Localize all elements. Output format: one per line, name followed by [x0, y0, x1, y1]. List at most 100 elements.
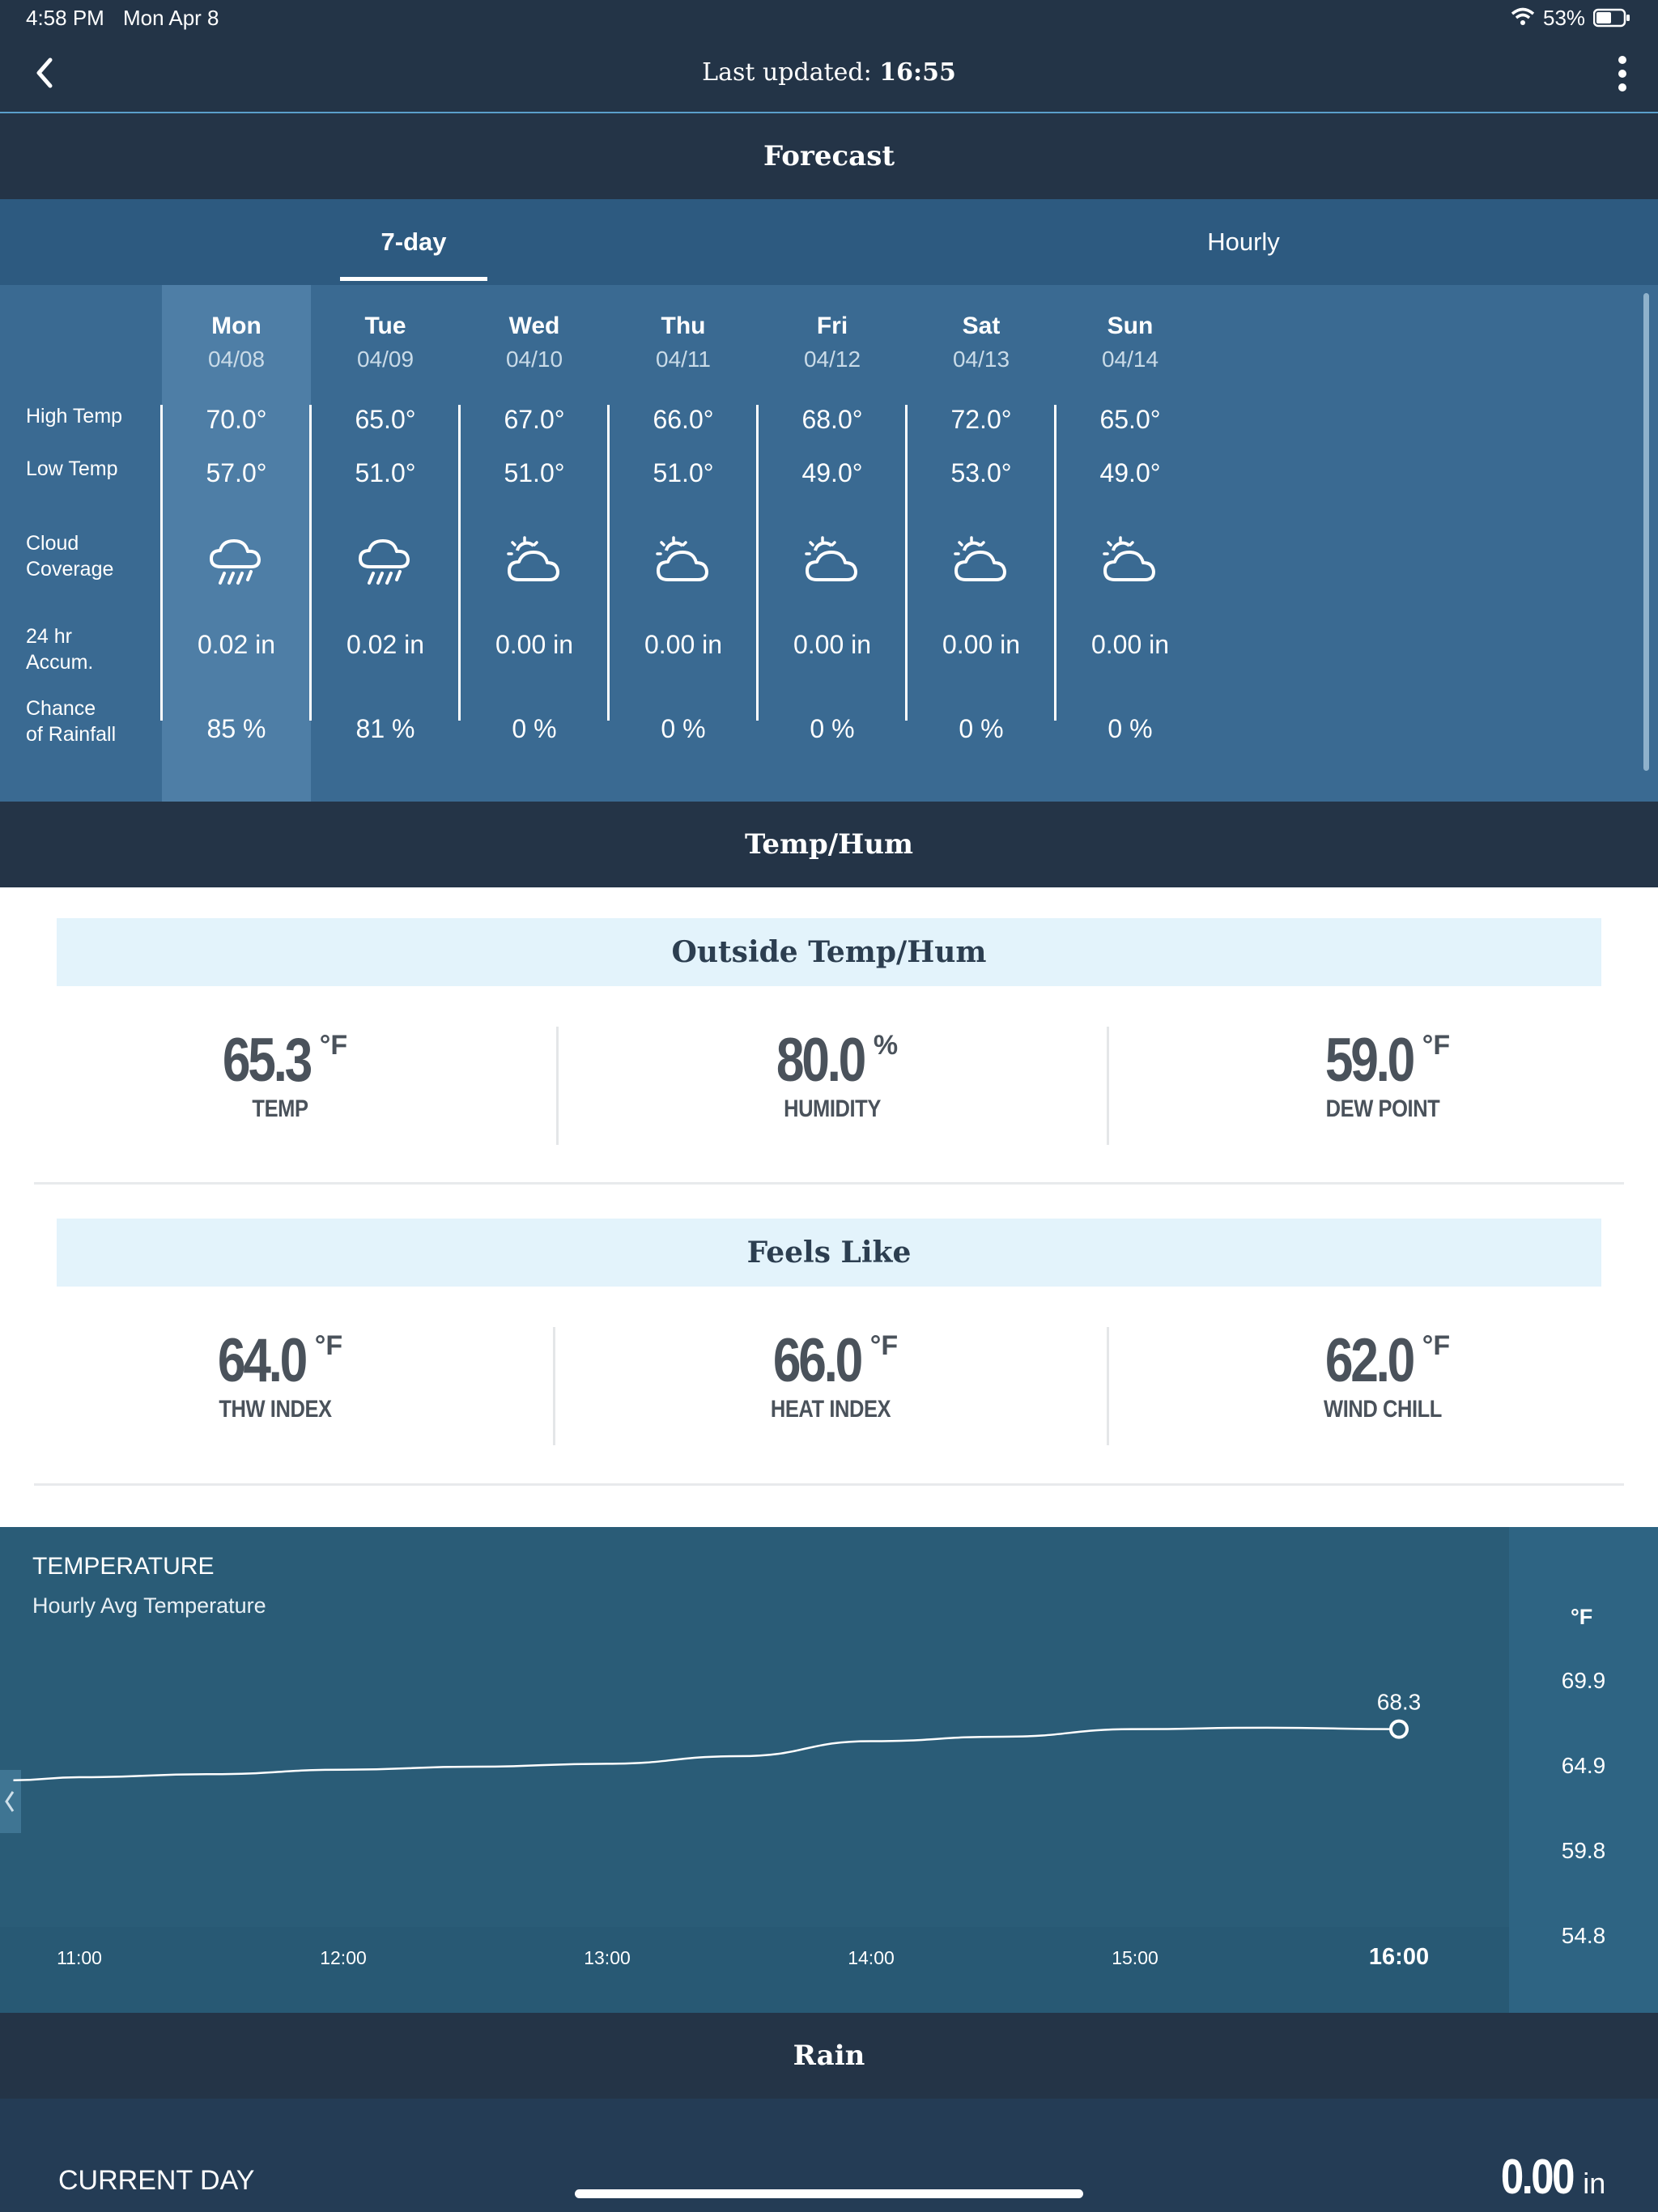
row-label-rain-line1: Chance — [26, 697, 96, 720]
metric-temp-unit: °F — [319, 1030, 348, 1061]
day-name: Sat — [962, 313, 1001, 339]
metric-humidity-label: HUMIDITY — [784, 1095, 881, 1122]
day-high-temp: 72.0° — [950, 405, 1012, 434]
day-low-temp: 57.0° — [206, 458, 267, 487]
row-label-accumulation: 24 hr Accum. — [26, 623, 93, 675]
day-date: 04/09 — [356, 347, 414, 372]
column-divider — [309, 405, 312, 721]
day-accumulation: 0.00 in — [1090, 630, 1170, 659]
forecast-day-sun[interactable]: Sun 04/14 65.0° 49.0° 0.00 in 0 % — [1056, 285, 1205, 802]
metric-dew-point-value: 59.0 — [1324, 1026, 1415, 1095]
metric-heat-index: 66.0 °F HEAT INDEX — [693, 1325, 968, 1423]
forecast-day-mon[interactable]: Mon 04/08 70.0° 57.0° 0.02 in 85 % — [162, 285, 311, 802]
metric-heat-index-label: HEAT INDEX — [770, 1396, 891, 1423]
day-chance-rain: 0 % — [1107, 714, 1153, 743]
row-label-high-temp: High Temp — [26, 405, 123, 428]
y-tick-label: 59.8 — [1562, 1838, 1606, 1863]
x-tick-label: 14:00 — [848, 1947, 895, 1968]
day-high-temp: 68.0° — [801, 405, 863, 434]
column-divider — [160, 405, 163, 721]
day-high-temp: 66.0° — [653, 405, 714, 434]
status-date: Mon Apr 8 — [123, 6, 219, 30]
day-name: Sun — [1107, 313, 1154, 339]
more-options-icon[interactable] — [1614, 53, 1630, 98]
y-tick-label: 54.8 — [1562, 1923, 1606, 1948]
chart-y-unit: °F — [1571, 1605, 1593, 1629]
metric-divider — [1107, 1327, 1109, 1445]
day-low-temp: 51.0° — [504, 458, 565, 487]
metric-thw-index-unit: °F — [314, 1330, 343, 1361]
column-divider — [458, 405, 461, 721]
chevron-left-icon — [5, 1791, 15, 1812]
metric-heat-index-value: 66.0 — [772, 1326, 863, 1395]
day-high-temp: 70.0° — [206, 405, 267, 434]
chart-title: TEMPERATURE — [32, 1553, 215, 1580]
forecast-section-title: Forecast — [0, 113, 1658, 199]
day-accumulation: 0.00 in — [495, 630, 574, 659]
day-accumulation: 0.00 in — [793, 630, 872, 659]
metric-thw-index: 64.0 °F THW INDEX — [138, 1325, 413, 1423]
metric-wind-chill-label: WIND CHILL — [1324, 1396, 1442, 1423]
x-tick-label: 13:00 — [584, 1947, 631, 1968]
day-accumulation: 0.02 in — [346, 630, 425, 659]
temperature-chart: TEMPERATURE Hourly Avg Temperature °F 68… — [0, 1527, 1658, 2013]
metric-dew-point: 59.0 °F DEW POINT — [1245, 1025, 1520, 1123]
chart-subtitle: Hourly Avg Temperature — [32, 1593, 266, 1618]
forecast-day-sat[interactable]: Sat 04/13 72.0° 53.0° 0.00 in 0 % — [907, 285, 1056, 802]
battery-percent: 53% — [1543, 6, 1586, 30]
day-accumulation: 0.00 in — [942, 630, 1021, 659]
card-divider — [34, 1483, 1624, 1486]
forecast-day-wed[interactable]: Wed 04/10 67.0° 51.0° 0.00 in 0 % — [460, 285, 609, 802]
current-day-label: CURRENT DAY — [58, 2165, 255, 2196]
chart-svg: 68.3 11:00 12:00 13:00 14:00 15:00 16:00 69.9 64… — [13, 1668, 1606, 1970]
row-label-rain-line2: of Rainfall — [26, 723, 117, 746]
x-tick-label: 12:00 — [320, 1947, 367, 1968]
y-tick-label: 64.9 — [1562, 1753, 1606, 1778]
y-tick-label: 69.9 — [1562, 1668, 1606, 1693]
last-updated-time: 16:55 — [879, 58, 956, 87]
x-tick-label: 11:00 — [57, 1947, 102, 1968]
partly-cloudy-icon — [460, 536, 609, 593]
rain-panel: CURRENT DAY 0.00 in — [0, 2099, 1658, 2212]
column-divider — [905, 405, 908, 721]
row-label-chance-rain: Chance of Rainfall — [26, 696, 116, 747]
wifi-icon — [1511, 6, 1535, 32]
day-chance-rain: 0 % — [810, 714, 855, 743]
tab-hourly-label: Hourly — [1207, 228, 1280, 256]
forecast-tabs: 7-day Hourly — [0, 199, 1658, 285]
row-label-cloud-coverage: Cloud Coverage — [26, 530, 113, 582]
metric-dew-point-label: DEW POINT — [1325, 1095, 1440, 1122]
active-tab-indicator — [340, 277, 487, 281]
day-chance-rain: 0 % — [512, 714, 557, 743]
day-date: 04/13 — [952, 347, 1010, 372]
tab-hourly[interactable]: Hourly — [829, 199, 1658, 285]
current-day-rain-unit: in — [1583, 2167, 1606, 2200]
home-indicator — [575, 2189, 1083, 2198]
column-divider — [607, 405, 610, 721]
metric-divider — [553, 1327, 555, 1445]
scroll-indicator[interactable] — [1643, 293, 1649, 771]
outside-temp-hum-title: Outside Temp/Hum — [57, 918, 1601, 986]
forecast-day-fri[interactable]: Fri 04/12 68.0° 49.0° 0.00 in 0 % — [758, 285, 907, 802]
day-chance-rain: 0 % — [661, 714, 706, 743]
day-date: 04/08 — [207, 347, 266, 372]
last-updated: Last updated: 16:55 — [0, 58, 1658, 87]
rain-section-title: Rain — [0, 2013, 1658, 2099]
row-label-cloud-line1: Cloud — [26, 532, 79, 555]
last-point-marker[interactable] — [1389, 1719, 1409, 1739]
day-date: 04/11 — [656, 347, 711, 372]
back-icon[interactable] — [32, 57, 57, 93]
day-high-temp: 67.0° — [504, 405, 565, 434]
forecast-day-thu[interactable]: Thu 04/11 66.0° 51.0° 0.00 in 0 % — [609, 285, 758, 802]
day-accumulation: 0.02 in — [197, 630, 276, 659]
day-chance-rain: 85 % — [206, 714, 266, 743]
metric-temp: 65.3 °F TEMP — [142, 1025, 418, 1123]
forecast-day-tue[interactable]: Tue 04/09 65.0° 51.0° 0.02 in 81 % — [311, 285, 460, 802]
last-point-label: 68.3 — [1377, 1690, 1422, 1715]
row-label-accum-line1: 24 hr — [26, 625, 72, 648]
column-divider — [756, 405, 759, 721]
tab-7-day[interactable]: 7-day — [340, 199, 487, 285]
day-date: 04/12 — [803, 347, 861, 372]
day-date: 04/10 — [505, 347, 563, 372]
x-tick-label: 15:00 — [1112, 1947, 1158, 1968]
